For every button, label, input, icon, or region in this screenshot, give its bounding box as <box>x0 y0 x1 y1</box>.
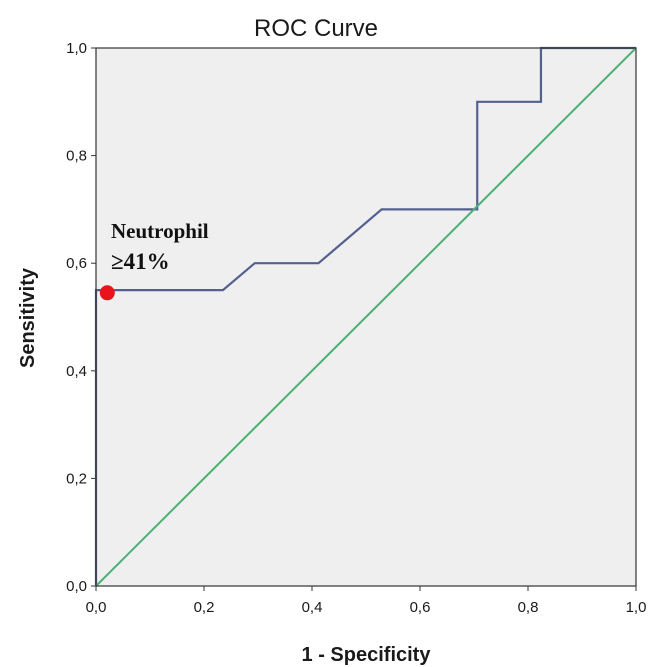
x-tick-label: 0,2 <box>194 599 215 616</box>
y-tick-label: 0,6 <box>66 255 87 272</box>
x-tick-label: 0,4 <box>302 599 323 616</box>
annotation-point-marker <box>99 285 115 301</box>
y-axis-label: Sensitivity <box>17 267 39 368</box>
reference-diagonal-line <box>95 47 637 587</box>
plot-frame <box>95 47 637 587</box>
roc-curve-line <box>94 46 636 586</box>
y-tick-label: 0,8 <box>66 148 87 165</box>
chart-title: ROC Curve <box>254 15 378 42</box>
x-tick-label: 0,8 <box>518 599 539 616</box>
y-tick-label: 0,2 <box>66 470 87 487</box>
x-tick-label: 1,0 <box>626 599 647 616</box>
y-tick-label: 0,4 <box>66 363 87 380</box>
y-tick-label: 1,0 <box>66 40 87 57</box>
x-tick-label: 0,6 <box>410 599 431 616</box>
y-tick-label: 0,0 <box>66 578 87 595</box>
x-tick-label: 0,0 <box>86 599 107 616</box>
annotation-label-line1: Neutrophil <box>111 219 209 243</box>
annotation-label-line2: ≥41% <box>111 249 170 274</box>
x-axis-label: 1 - Specificity <box>302 644 432 666</box>
